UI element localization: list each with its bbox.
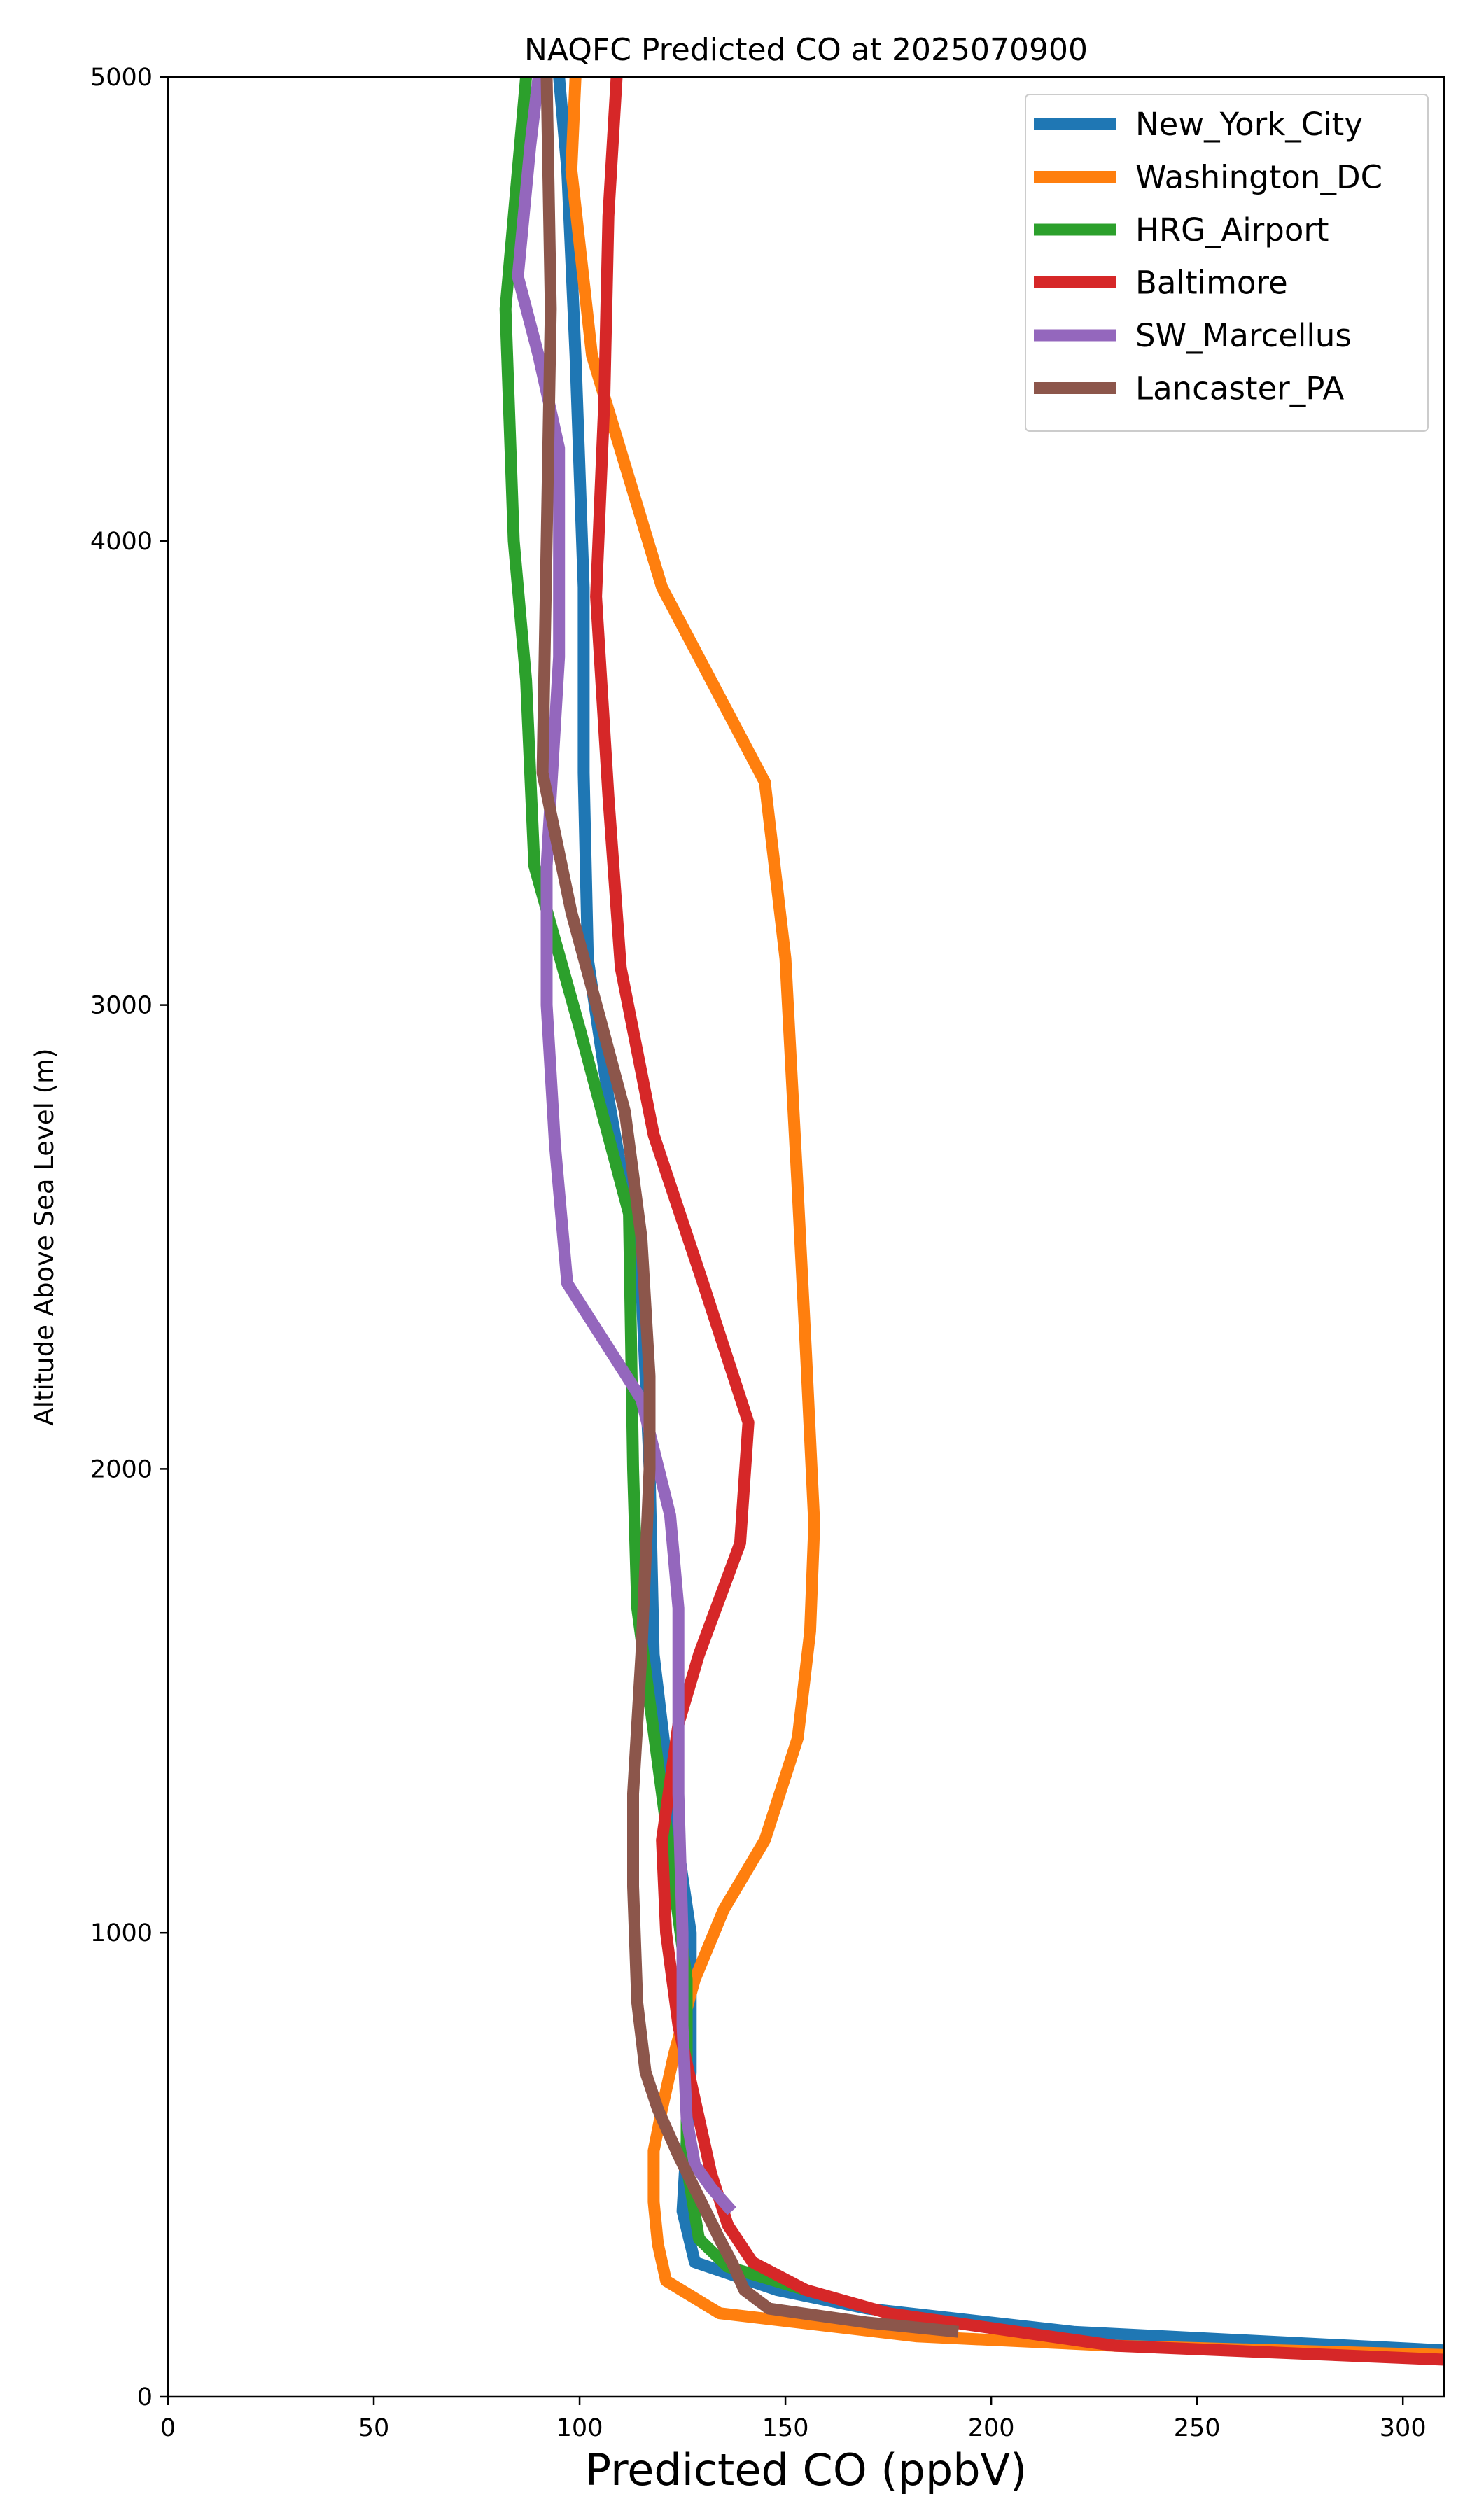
legend-label: SW_Marcellus (1135, 317, 1352, 354)
x-axis-label: Predicted CO (ppbV) (585, 2444, 1027, 2496)
axes-frame (167, 76, 1446, 2398)
series-line-new-york-city (553, 77, 1444, 2357)
x-tick-label: 100 (556, 2414, 603, 2442)
legend-label: Lancaster_PA (1135, 370, 1345, 407)
series-layer (499, 77, 1444, 2366)
y-tick-label: 1000 (90, 1919, 153, 1947)
x-tick-label: 300 (1380, 2414, 1427, 2442)
legend-label: HRG_Airport (1135, 211, 1329, 248)
chart-title: NAQFC Predicted CO at 2025070900 (524, 32, 1088, 68)
legend: New_York_City Washington_DC HRG_Airport Bal… (1025, 94, 1429, 432)
legend-box (1025, 94, 1429, 432)
y-tick-label: 5000 (90, 64, 153, 92)
y-axis-label: Altitude Above Sea Level (m) (29, 1048, 59, 1425)
series-line-sw-marcellus (512, 77, 736, 2216)
x-axis: 0 50 100 150 200 250 300 (160, 2397, 1427, 2442)
y-tick-label: 4000 (90, 528, 153, 556)
series-line-washington-dc (565, 77, 1444, 2361)
plot-area (167, 76, 1446, 2398)
legend-label: New_York_City (1135, 106, 1363, 143)
x-tick-label: 0 (160, 2414, 176, 2442)
y-tick-label: 0 (137, 2384, 153, 2412)
legend-label: Baltimore (1135, 265, 1288, 302)
x-tick-label: 200 (968, 2414, 1015, 2442)
y-tick-label: 2000 (90, 1455, 153, 1483)
series-line-hrg-airport (499, 77, 808, 2296)
x-tick-label: 50 (358, 2414, 390, 2442)
legend-label: Washington_DC (1135, 159, 1382, 196)
x-tick-label: 250 (1174, 2414, 1221, 2442)
x-tick-label: 150 (762, 2414, 809, 2442)
y-tick-label: 3000 (90, 992, 153, 1020)
series-line-lancaster-pa (536, 77, 959, 2338)
y-axis: 0 1000 2000 3000 4000 5000 (90, 64, 168, 2412)
